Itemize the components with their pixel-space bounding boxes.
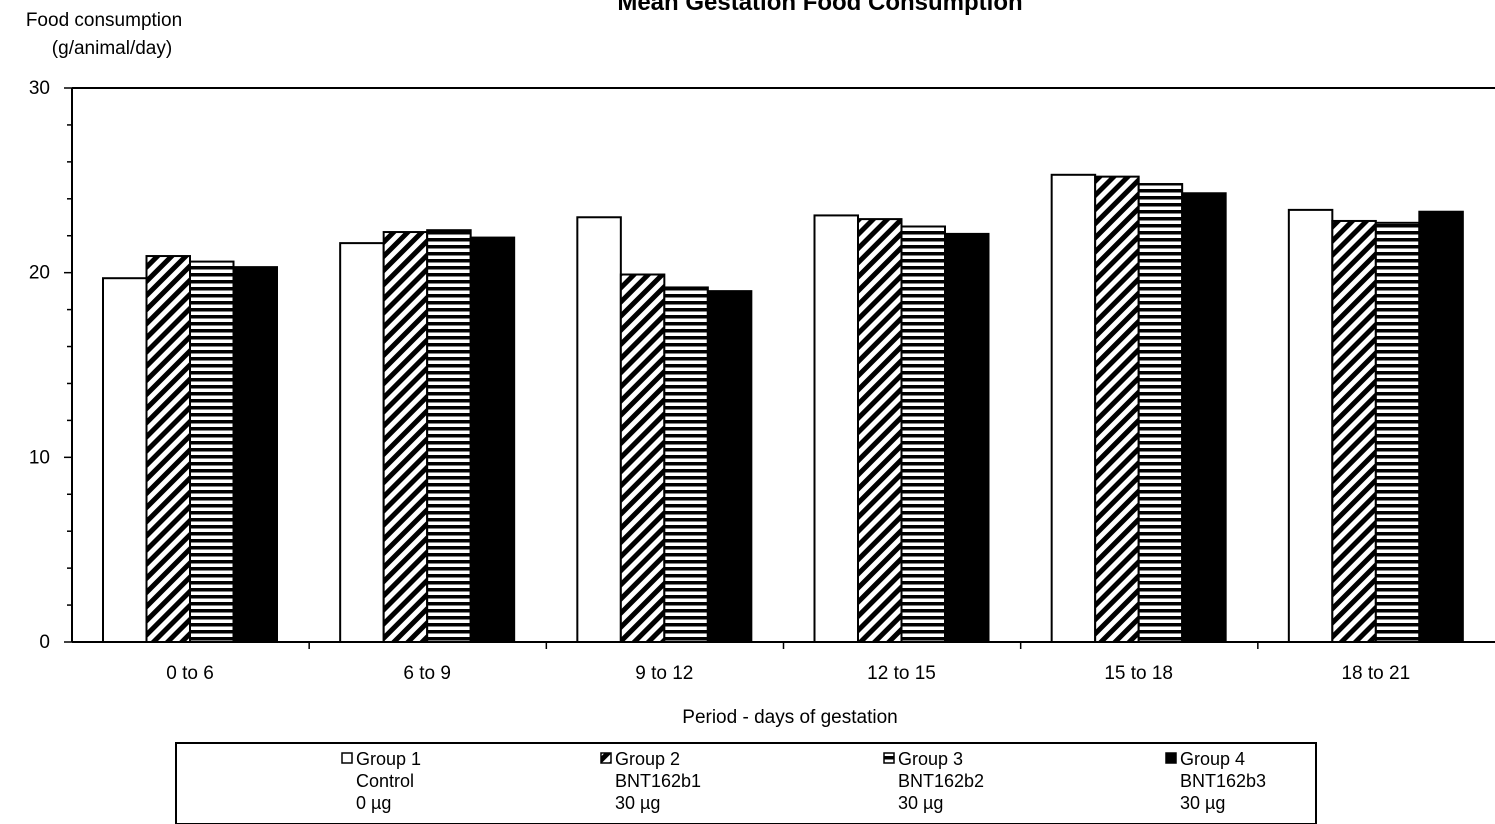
legend-series-detail: 30 µg xyxy=(898,793,943,813)
bar xyxy=(1331,219,1377,644)
legend-series-detail: BNT162b2 xyxy=(898,771,984,791)
x-tick-label: 0 to 6 xyxy=(166,663,214,684)
legend-swatch xyxy=(1165,752,1177,764)
legend-series-detail: 0 µg xyxy=(356,793,391,813)
bar xyxy=(1418,210,1464,644)
x-tick-label: 18 to 21 xyxy=(1341,663,1410,684)
legend-box xyxy=(175,742,1317,824)
y-tick-label: 10 xyxy=(29,447,50,468)
plot-area xyxy=(71,87,1495,644)
legend-series-detail: BNT162b1 xyxy=(615,771,701,791)
x-tick-label: 12 to 15 xyxy=(867,663,936,684)
legend-series-name: Group 2 xyxy=(615,749,680,769)
bar xyxy=(813,214,859,643)
bar xyxy=(1181,192,1227,643)
legend-series-detail: Control xyxy=(356,771,414,791)
legend-series-detail: BNT162b3 xyxy=(1180,771,1266,791)
x-tick-label: 9 to 12 xyxy=(635,663,693,684)
legend-series-name: Group 3 xyxy=(898,749,963,769)
x-tick-label: 15 to 18 xyxy=(1104,663,1173,684)
bar xyxy=(232,266,278,643)
bar xyxy=(1094,175,1140,643)
y-axis-label-line2: (g/animal/day) xyxy=(52,38,172,59)
bar xyxy=(576,216,622,643)
bar xyxy=(339,242,385,643)
x-tick-label: 6 to 9 xyxy=(403,663,451,684)
legend-swatch xyxy=(600,752,612,764)
chart-title: Mean Gestation Food Consumption xyxy=(617,0,1022,16)
legend-series-detail: 30 µg xyxy=(1180,793,1225,813)
bar xyxy=(1374,221,1421,643)
bar xyxy=(663,286,709,643)
bar xyxy=(857,218,903,643)
bar xyxy=(706,290,753,643)
y-axis-label-line1: Food consumption xyxy=(26,10,182,31)
bar xyxy=(382,231,429,643)
bar xyxy=(426,229,472,643)
legend-series-name: Group 4 xyxy=(1180,749,1245,769)
x-axis: 0 to 6 6 to 9 9 to 12 12 to 15 15 to 18 18 to… xyxy=(166,642,1410,684)
y-tick-label: 30 xyxy=(29,78,50,99)
bar xyxy=(469,236,516,644)
y-axis: 0 10 20 30 xyxy=(29,78,72,653)
legend-swatch xyxy=(883,752,895,764)
bar xyxy=(1137,183,1184,643)
bar xyxy=(102,277,148,643)
legend-swatch xyxy=(341,752,353,764)
bar xyxy=(900,225,946,643)
x-axis-label: Period - days of gestation xyxy=(682,707,897,728)
y-tick-label: 20 xyxy=(29,263,50,284)
bar xyxy=(1050,173,1097,643)
bar xyxy=(1287,208,1334,643)
bar xyxy=(944,232,990,644)
y-tick-label: 0 xyxy=(39,632,50,653)
bar xyxy=(189,260,235,643)
bar xyxy=(145,255,191,643)
bar xyxy=(619,273,666,643)
legend-series-detail: 30 µg xyxy=(615,793,660,813)
legend-series-name: Group 1 xyxy=(356,749,421,769)
